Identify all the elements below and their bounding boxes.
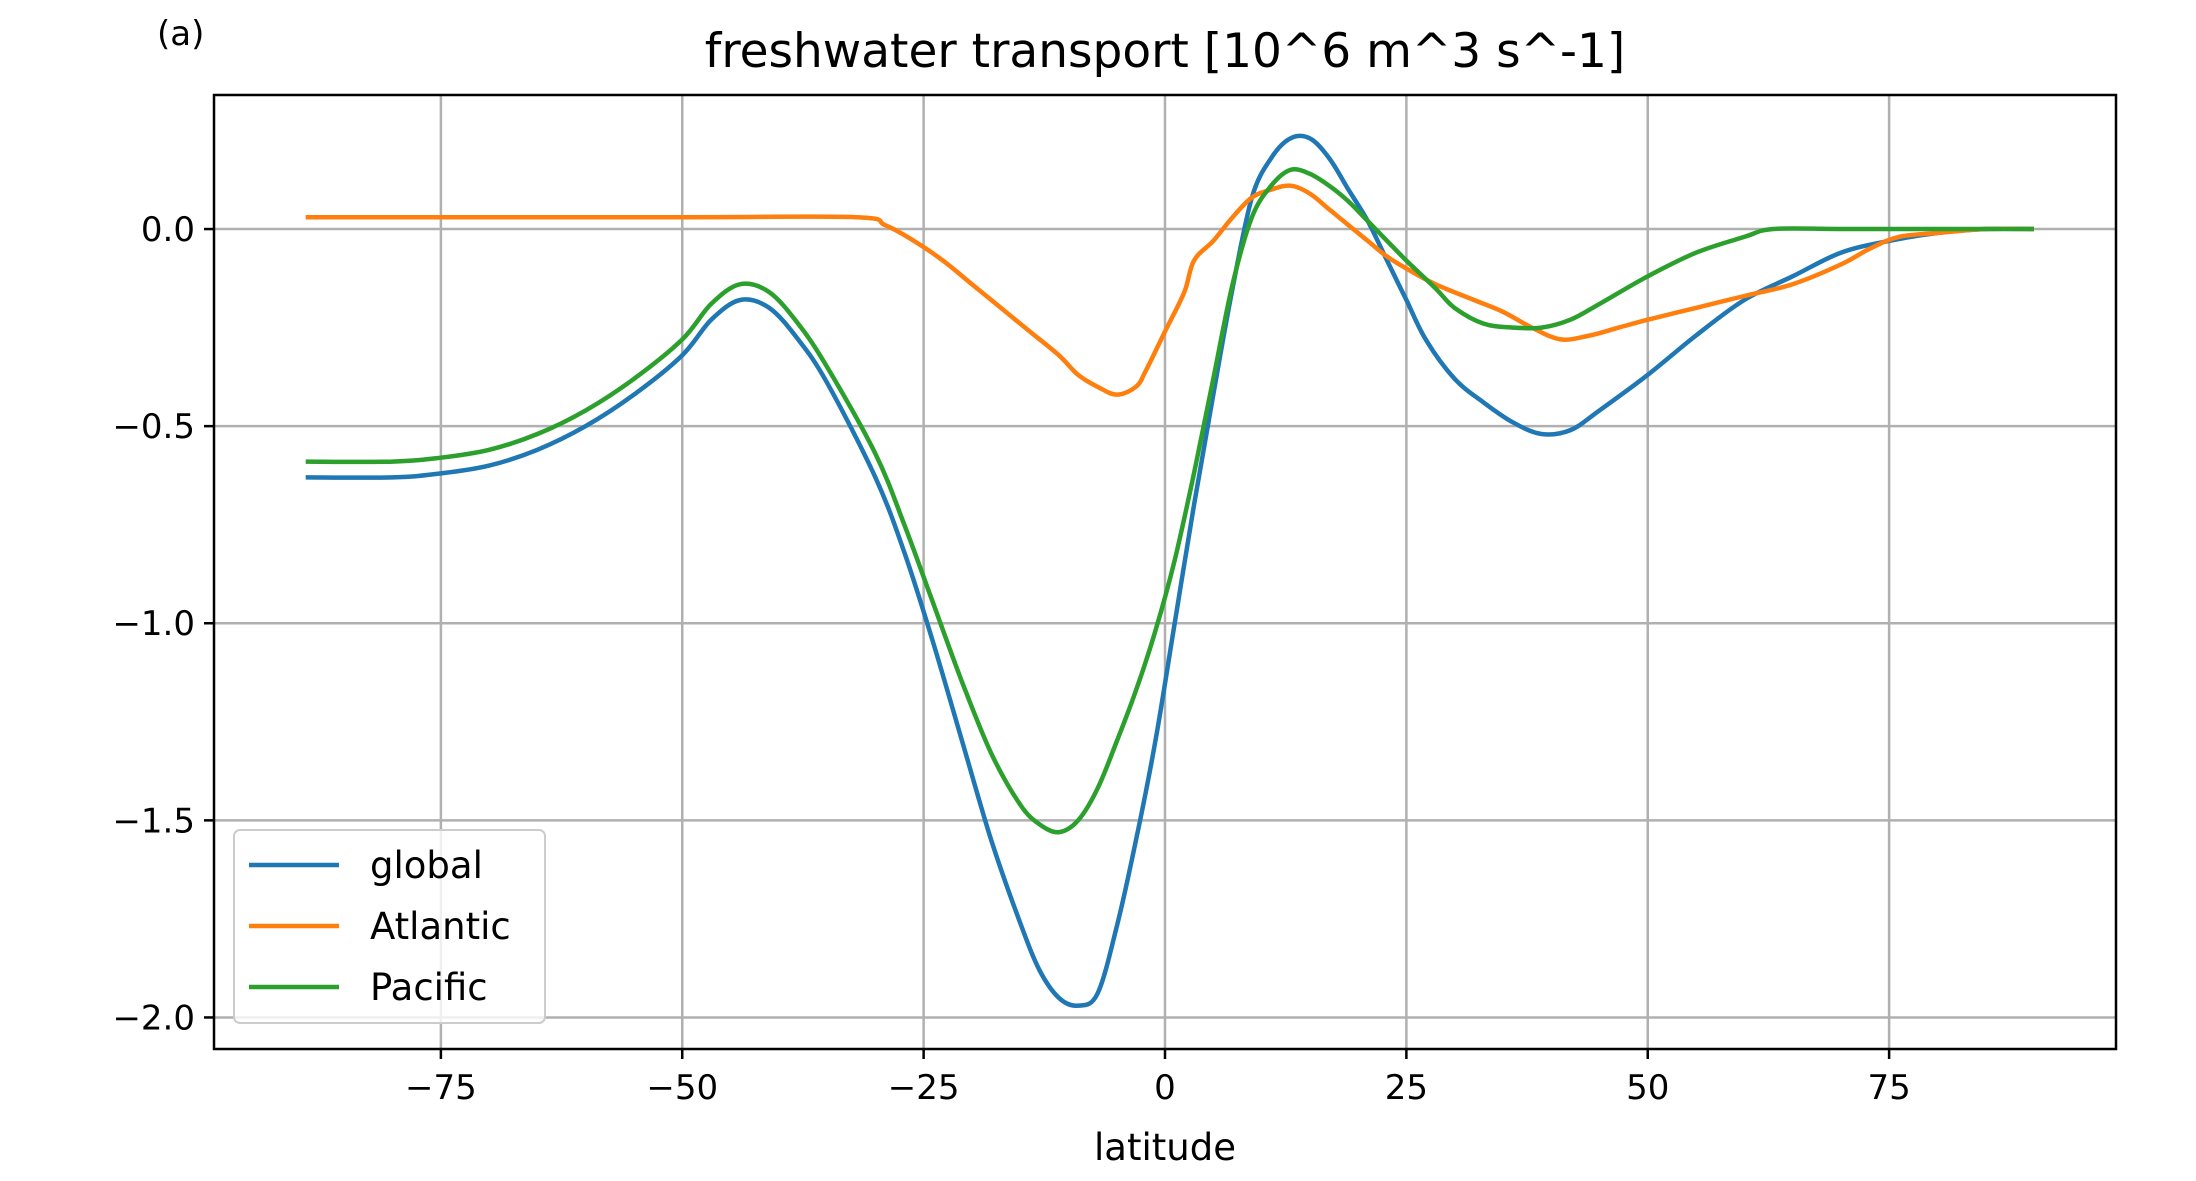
y-tick-label: −1.5 [112,801,195,841]
y-tick-label: 0.0 [141,210,195,250]
chart-title: freshwater transport [10^6 m^3 s^-1] [705,24,1625,79]
y-tick-label: −2.0 [112,998,195,1038]
legend-label-atlantic: Atlantic [370,905,511,948]
x-axis: −75 −50 −25 0 25 50 75 [405,1049,1911,1108]
x-tick-label: −75 [405,1068,477,1108]
y-tick-label: −0.5 [112,407,195,447]
panel-label: (a) [157,14,204,54]
x-tick-label: 25 [1385,1068,1428,1108]
series-line-pacific [305,167,2034,835]
legend-label-global: global [370,844,483,887]
x-axis-label: latitude [1094,1126,1236,1169]
y-axis: 0.0 −0.5 −1.0 −1.5 −2.0 [112,210,214,1038]
legend-box [233,829,546,1024]
y-tick-label: −1.0 [112,604,195,644]
x-tick-label: 0 [1154,1068,1176,1108]
series-group [305,133,2034,1008]
legend-label-pacific: Pacific [370,966,488,1009]
x-tick-label: 75 [1867,1068,1910,1108]
x-tick-label: 50 [1626,1068,1669,1108]
legend: global Atlantic Pacific [233,829,546,1024]
series-line-global [305,133,2034,1008]
x-tick-label: −25 [888,1068,960,1108]
x-tick-label: −50 [646,1068,718,1108]
series-line-atlantic [305,183,2034,397]
